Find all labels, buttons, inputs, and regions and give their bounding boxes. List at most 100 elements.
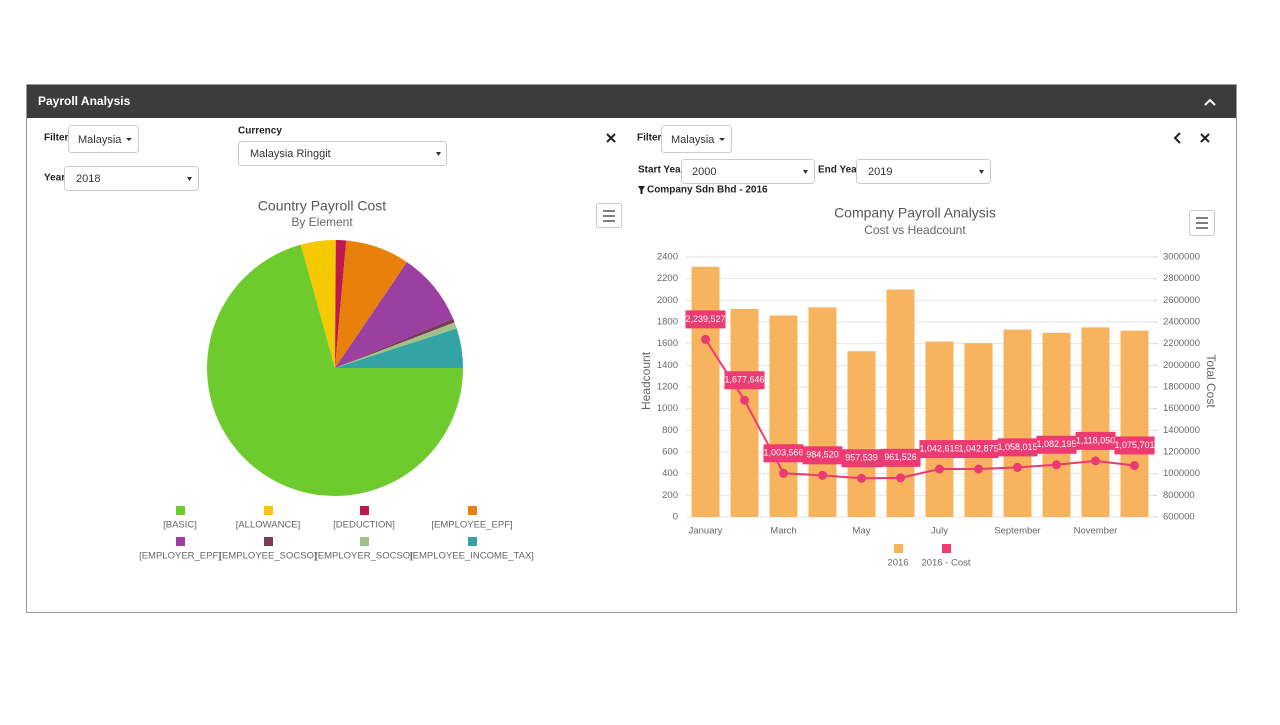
legend-swatch	[942, 544, 951, 553]
y2-tick-label: 1800000	[1163, 382, 1200, 393]
currency-value: Malaysia Ringgit	[250, 148, 331, 160]
filter-icon	[638, 186, 645, 194]
data-label-box	[685, 310, 726, 329]
legend-swatch	[360, 506, 369, 515]
data-label-box	[763, 444, 804, 463]
legend-swatch	[468, 537, 477, 546]
bar	[769, 315, 798, 517]
legend-label[interactable]: [ALLOWANCE]	[236, 520, 301, 531]
legend-swatch	[176, 537, 185, 546]
legend-swatch	[468, 506, 477, 515]
data-label: 2,239,527	[685, 314, 725, 324]
x-tick-label: September	[994, 526, 1040, 537]
bar	[847, 351, 876, 517]
chart-subtitle: Cost vs Headcount	[864, 223, 966, 237]
data-label-box	[841, 449, 882, 468]
x-tick-label: July	[931, 526, 948, 537]
line-point	[1091, 456, 1100, 466]
pie-slice	[335, 328, 463, 368]
expand-button[interactable]	[1200, 133, 1210, 143]
y2-tick-label: 2200000	[1163, 338, 1200, 349]
menu-icon	[1196, 217, 1208, 229]
filter-dropdown[interactable]	[68, 125, 139, 153]
panel-title: Payroll Analysis	[38, 94, 131, 108]
y2-tick-label: 3000000	[1163, 252, 1200, 263]
legend-label[interactable]: [EMPLOYEE_SOCSO]	[219, 551, 316, 562]
year-dropdown[interactable]	[64, 166, 199, 191]
bar	[925, 341, 954, 517]
y-tick-label: 1000	[657, 403, 678, 414]
filter-label: Filter	[44, 133, 69, 144]
caret	[126, 138, 132, 141]
legend-label[interactable]: 2016 - Cost	[921, 558, 970, 569]
chart-subtitle: By Element	[291, 215, 353, 229]
legend-label[interactable]: [BASIC]	[163, 520, 197, 531]
legend-label[interactable]: [EMPLOYER_EPF]	[139, 551, 221, 562]
x-tick-label: May	[853, 526, 871, 537]
bar	[1042, 332, 1071, 517]
expand-button[interactable]	[606, 133, 616, 143]
pie-slice	[335, 318, 455, 368]
end-year-value: 2019	[868, 166, 892, 178]
data-label-box	[1075, 431, 1116, 450]
chart-title: Country Payroll Cost	[258, 198, 386, 214]
line-point	[1052, 460, 1061, 470]
data-label: 1,677,646	[724, 375, 764, 385]
x-tick-label: January	[689, 526, 723, 537]
caret	[187, 177, 192, 181]
bar	[1003, 329, 1032, 517]
y-tick-label: 0	[673, 512, 678, 523]
line-point	[1013, 462, 1022, 472]
y-tick-label: 800	[662, 425, 678, 436]
pie-slice	[335, 240, 407, 368]
legend-label[interactable]: 2016	[887, 558, 908, 569]
data-label-box	[724, 371, 765, 390]
start-year-dropdown[interactable]	[681, 159, 815, 184]
x-tick-label: November	[1074, 526, 1118, 537]
filter-dropdown[interactable]	[661, 125, 732, 153]
bar	[886, 289, 915, 517]
combo-chart: Company Payroll Analysis Cost vs Headcou…	[639, 205, 1218, 569]
year-label: Year	[44, 173, 65, 184]
y-tick-label: 400	[662, 468, 678, 479]
y-tick-label: 2400	[657, 252, 678, 263]
legend-swatch	[264, 537, 273, 546]
y-axis-title: Headcount	[639, 351, 653, 410]
filter-value: Malaysia	[671, 134, 715, 146]
end-year-label: End Year	[818, 165, 861, 176]
menu-icon	[603, 210, 615, 222]
y2-tick-label: 1400000	[1163, 425, 1200, 436]
caret	[719, 138, 725, 141]
y2-tick-label: 2600000	[1163, 295, 1200, 306]
bar	[1120, 330, 1149, 517]
pie-slice	[335, 262, 454, 368]
line-point	[818, 470, 827, 480]
collapse-button[interactable]	[1204, 98, 1216, 106]
end-year-dropdown[interactable]	[856, 159, 991, 184]
data-label-box	[1114, 436, 1155, 455]
data-label-box	[997, 438, 1038, 457]
legend-label[interactable]: [EMPLOYEE_EPF]	[431, 520, 512, 531]
line-point	[779, 468, 788, 478]
data-label: 1,042,615	[919, 443, 959, 453]
line-point	[896, 473, 905, 483]
legend-label[interactable]: [DEDUCTION]	[333, 520, 395, 531]
line-point	[701, 334, 710, 344]
legend-label[interactable]: [EMPLOYER_SOCSO]	[315, 551, 413, 562]
data-label-box	[919, 440, 960, 459]
pie-slice	[300, 240, 336, 368]
currency-dropdown[interactable]	[238, 141, 447, 166]
y2-tick-label: 2000000	[1163, 360, 1200, 371]
data-label-box	[802, 446, 843, 465]
y-tick-label: 1400	[657, 360, 678, 371]
legend-swatch	[360, 537, 369, 546]
back-button[interactable]	[1173, 132, 1181, 144]
filter-value: Malaysia	[78, 134, 122, 146]
line-point	[935, 464, 944, 474]
caret	[979, 170, 984, 174]
currency-label: Currency	[238, 126, 282, 137]
legend-label[interactable]: [EMPLOYEE_INCOME_TAX]	[410, 551, 534, 562]
bar	[964, 343, 993, 517]
breadcrumb[interactable]: Company Sdn Bhd - 2016	[647, 185, 768, 196]
